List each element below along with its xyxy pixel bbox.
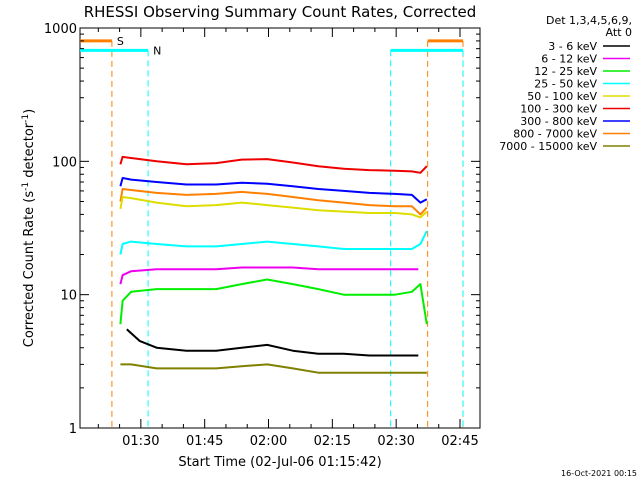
x-tick-label-0: 01:30: [122, 434, 159, 449]
x-axis-ticks: 01:30 01:45 02:00 02:15 02:30 02:45: [97, 28, 479, 449]
series-line-3: [119, 196, 428, 219]
series-line-2: [119, 188, 428, 216]
series-line-7: [126, 328, 419, 357]
saa-flag-label: S: [117, 35, 124, 48]
footer-timestamp: 16-Oct-2021 00:15: [561, 469, 637, 478]
chart-title: RHESSI Observing Summary Count Rates, Co…: [84, 3, 477, 21]
series-line-0: [119, 155, 428, 174]
x-tick-label-5: 02:45: [441, 434, 478, 449]
y-axis-label-sup2: -1: [21, 114, 31, 123]
x-tick-label-4: 02:30: [377, 434, 414, 449]
x-tick-label-3: 02:15: [314, 434, 351, 449]
legend-label-0: 3 - 6 keV: [548, 40, 597, 53]
plot-frame: [79, 27, 481, 429]
legend-label-2: 12 - 25 keV: [534, 65, 597, 78]
y-axis-label-sup1: -1: [21, 182, 31, 191]
legend-label-3: 25 - 50 keV: [534, 78, 597, 91]
x-tick-label-1: 01:45: [186, 434, 223, 449]
legend-label-5: 100 - 300 keV: [520, 103, 597, 116]
legend-label-8: 7000 - 15000 keV: [499, 140, 597, 153]
legend-label-7: 800 - 7000 keV: [513, 128, 597, 141]
x-axis-label: Start Time (02-Jul-06 01:15:42): [178, 455, 381, 470]
series-line-1: [119, 177, 428, 204]
flag-layer: SN: [80, 35, 464, 428]
y-axis-label-main: Corrected Count Rate (s: [22, 191, 37, 348]
series-line-6: [119, 278, 428, 325]
y-axis-ticks: 1 10 100 1000: [44, 22, 480, 437]
series-line-8: [120, 363, 427, 374]
x-tick-label-2: 02:00: [250, 434, 287, 449]
y-tick-label-0: 1: [69, 422, 77, 437]
y-tick-label-1: 10: [60, 289, 77, 304]
plot-area: SN 01:30 01:45 02:00 02:15 02:30 02:45 110100…: [44, 22, 481, 449]
y-tick-label-3: 1000: [44, 22, 77, 37]
y-axis-label-end: ): [22, 109, 37, 114]
legend-label-1: 6 - 12 keV: [541, 53, 597, 66]
legend-header-detectors: Det 1,3,4,5,6,9,: [546, 14, 632, 27]
series-line-5: [119, 266, 419, 285]
legend-label-4: 50 - 100 keV: [527, 90, 597, 103]
y-axis-label-mid: detector: [22, 122, 37, 182]
legend-label-6: 300 - 800 keV: [520, 115, 597, 128]
series-layer: [119, 155, 428, 374]
legend-header-attenuator: Att 0: [606, 26, 632, 39]
y-axis-label: Corrected Count Rate (s-1 detector-1): [21, 109, 37, 347]
night-flag-label: N: [153, 44, 161, 57]
series-line-4: [119, 230, 428, 255]
y-tick-label-2: 100: [52, 155, 77, 170]
